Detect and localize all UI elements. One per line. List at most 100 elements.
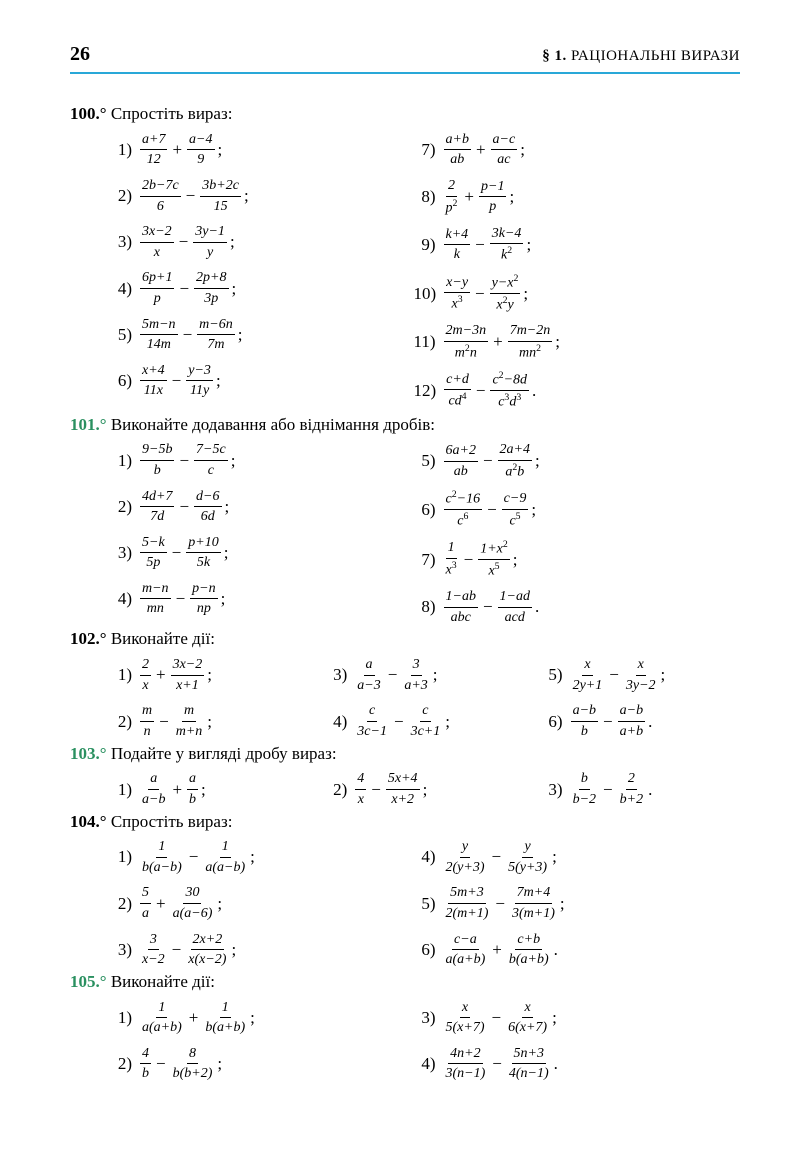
problem: 101.° Виконайте додавання або віднімання… <box>70 413 740 437</box>
fraction: aa−3 <box>355 655 382 695</box>
fraction: aa−b <box>140 769 167 809</box>
item-number: 4) <box>110 587 132 611</box>
fraction: 6p+1p <box>140 268 174 308</box>
fraction: bb−2 <box>571 769 598 809</box>
items-row: 1)2x+3x−2x+1;2)mn−mm+n;3)aa−3−3a+3;4)c3c… <box>70 655 740 741</box>
fraction: 3x−2x+1 <box>171 655 205 695</box>
items-col: 5)6a+2ab−2a+4a2b;6)c2−16c6−c−9c5;7)1x3−1… <box>414 440 698 627</box>
items-col: 4)y2(y+3)−y5(y+3);5)5m+32(m+1)−7m+43(m+1… <box>414 837 698 970</box>
problem-text: Виконайте додавання або віднімання дробі… <box>111 415 435 434</box>
problem-item: 6)a−bb−a−ba+b. <box>541 701 736 741</box>
items-col: 1)1a(a+b)+1b(a+b);2)4b−8b(b+2); <box>110 998 394 1084</box>
problem-item: 2)2b−7c6−3b+2c15; <box>110 176 394 216</box>
items-col: 3)bb−2−2b+2. <box>541 769 736 809</box>
item-number: 4) <box>414 1052 436 1076</box>
fraction: 1−ababc <box>444 587 478 627</box>
items-col: 5)x2y+1−x3y−2;6)a−bb−a−ba+b. <box>541 655 736 741</box>
problem-item: 1)a+712+a−49; <box>110 130 394 170</box>
item-number: 3) <box>325 663 347 687</box>
item-number: 7) <box>414 548 436 572</box>
fraction: 4d+77d <box>140 487 174 527</box>
fraction: 2p+83p <box>194 268 228 308</box>
problem-number: 103.° <box>70 744 107 763</box>
problem-item: 3)x5(x+7)−x6(x+7); <box>414 998 698 1038</box>
item-number: 3) <box>110 938 132 962</box>
problem-item: 6)c2−16c6−c−9c5; <box>414 488 698 532</box>
fraction: c2−8dc3d3 <box>490 369 529 413</box>
item-number: 1) <box>110 1006 132 1030</box>
fraction: 1a(a−b) <box>203 837 247 877</box>
problem-item: 3)3x−2x−3y−1y; <box>110 222 394 262</box>
item-number: 11) <box>414 330 436 354</box>
problem-item: 3)5−k5p−p+105k; <box>110 533 394 573</box>
fraction: 5m−n14m <box>140 315 178 355</box>
problem-item: 7)a+bab+a−cac; <box>414 130 698 170</box>
fraction: 9−5bb <box>140 440 174 480</box>
item-number: 6) <box>414 498 436 522</box>
fraction: 6a+2ab <box>444 441 478 481</box>
fraction: mm+n <box>174 701 205 741</box>
problem-text: Спростіть вираз: <box>111 812 233 831</box>
problem-item: 4)4n+23(n−1)−5n+34(n−1). <box>414 1044 698 1084</box>
items-row: 1)a+712+a−49; 2)2b−7c6−3b+2c15; 3)3x−2x−3y… <box>70 130 740 413</box>
fraction: y−311y <box>186 361 213 401</box>
fraction: 3k−4k2 <box>490 224 524 266</box>
fraction: 7−5cc <box>194 440 228 480</box>
problem-item: 4)m−nmn−p−nnp; <box>110 579 394 619</box>
fraction: mn <box>140 701 154 741</box>
fraction: a−bb <box>571 701 598 741</box>
problem-item: 2)4b−8b(b+2); <box>110 1044 394 1084</box>
items-col: 7)a+bab+a−cac;8)2p2+p−1p;9)k+4k−3k−4k2;1… <box>414 130 698 413</box>
fraction: c+bb(a+b) <box>507 930 551 970</box>
problem-item: 1)2x+3x−2x+1; <box>110 655 305 695</box>
fraction: c+dcd4 <box>444 370 471 412</box>
item-number: 3) <box>110 541 132 565</box>
item-number: 12) <box>414 379 437 403</box>
item-number: 1) <box>110 449 132 473</box>
item-number: 2) <box>110 1052 132 1076</box>
item-number: 5) <box>414 449 436 473</box>
fraction: c3c+1 <box>409 701 443 741</box>
fraction: 2m−3nm2n <box>444 321 489 363</box>
item-number: 4) <box>110 277 132 301</box>
problem-item: 4)c3c−1−c3c+1; <box>325 701 520 741</box>
items-col: 1)9−5bb−7−5cc;2)4d+77d−d−66d;3)5−k5p−p+1… <box>110 440 394 627</box>
fraction: y2(y+3) <box>444 837 487 877</box>
fraction: 3a+3 <box>402 655 429 695</box>
problem-item: 7)1x3−1+x2x5; <box>414 538 698 582</box>
problem-text: Спростіть вираз: <box>111 104 233 123</box>
problem-item: 1)9−5bb−7−5cc; <box>110 440 394 480</box>
fraction: 5−k5p <box>140 533 167 573</box>
problem-item: 1)1b(a−b)−1a(a−b); <box>110 837 394 877</box>
fraction: x2y+1 <box>571 655 605 695</box>
fraction: 1x3 <box>444 538 459 580</box>
problem-item: 10)x−yx3−y−x2x2y; <box>414 272 698 316</box>
page-header: 26 § 1. РАЦІОНАЛЬНІ ВИРАЗИ <box>70 40 740 74</box>
fraction: a−ba+b <box>618 701 645 741</box>
fraction: 1b(a+b) <box>203 998 247 1038</box>
item-number: 5) <box>541 663 563 687</box>
fraction: c−9c5 <box>502 489 529 531</box>
problem-text: Подайте у вигляді дробу вираз: <box>111 744 337 763</box>
fraction: c2−16c6 <box>444 488 483 532</box>
item-number: 4) <box>414 845 436 869</box>
items-col: 1)1b(a−b)−1a(a−b);2)5a+30a(a−6);3)3x−2−2… <box>110 837 394 970</box>
item-number: 1) <box>110 845 132 869</box>
item-number: 1) <box>110 778 132 802</box>
fraction: 5m+32(m+1) <box>444 883 491 923</box>
fraction: m−6n7m <box>197 315 235 355</box>
problem-item: 2)4d+77d−d−66d; <box>110 487 394 527</box>
items-row: 1)1a(a+b)+1b(a+b);2)4b−8b(b+2); 3)x5(x+7)… <box>70 998 740 1084</box>
problem-item: 6)x+411x−y−311y; <box>110 361 394 401</box>
item-number: 4) <box>325 710 347 734</box>
fraction: x6(x+7) <box>506 998 549 1038</box>
fraction: 5n+34(n−1) <box>507 1044 551 1084</box>
item-number: 1) <box>110 138 132 162</box>
fraction: a+bab <box>444 130 471 170</box>
fraction: k+4k <box>444 225 471 265</box>
problem-number: 101.° <box>70 415 107 434</box>
item-number: 3) <box>541 778 563 802</box>
items-col: 1)aa−b+ab; <box>110 769 305 809</box>
item-number: 10) <box>414 282 437 306</box>
problem-item: 3)aa−3−3a+3; <box>325 655 520 695</box>
